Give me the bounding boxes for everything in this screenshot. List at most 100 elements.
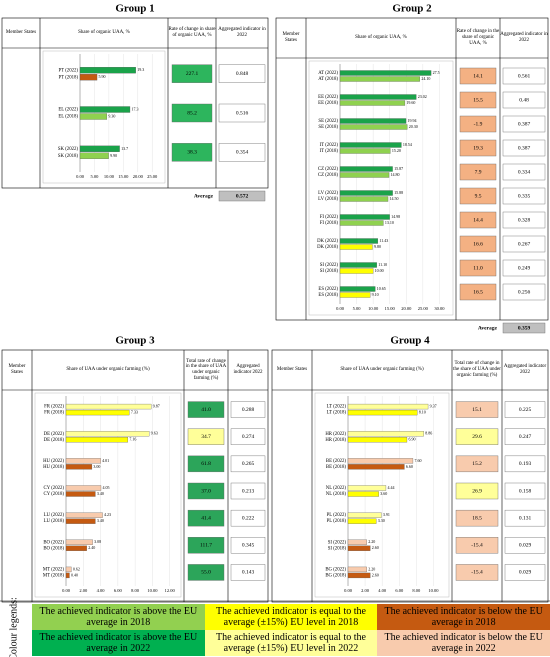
column-header-box: Member States: [9, 364, 26, 375]
rate-cell: [455, 401, 499, 418]
column-header: Share of organic UAA, %: [78, 30, 130, 36]
bar-label: DK (2022): [317, 239, 338, 244]
rate-value: 11.0: [473, 265, 483, 271]
legend-cell-box: The achieved indicator is below the EU a…: [377, 604, 550, 630]
bar-label: SI (2022): [320, 263, 339, 268]
bar-label: NL (2022): [326, 486, 347, 491]
bar: [79, 145, 120, 152]
x-tick-label: 0.00: [336, 306, 345, 311]
table-frame: [1, 349, 269, 603]
value-label: 19.94: [408, 118, 417, 123]
bar: [65, 485, 102, 491]
bar-label: SK (2022): [58, 147, 79, 152]
bar: [347, 437, 408, 443]
bar-label: LT (2018): [327, 411, 347, 416]
indicator-value: 0.225: [519, 407, 532, 413]
value-label: 11.10: [378, 262, 387, 267]
column-header-box: Rate of change in the share of organic U…: [457, 29, 499, 46]
bar: [65, 431, 150, 437]
bar: [79, 106, 131, 113]
value-label: 20.30: [409, 124, 418, 129]
indicator-cell: [502, 187, 546, 205]
bar: [65, 403, 152, 410]
rate-value: 61.8: [201, 461, 211, 467]
bar-label: CY (2022): [44, 486, 65, 491]
bar: [339, 244, 373, 250]
bar-label: MT (2018): [43, 574, 64, 579]
bar-label: EE (2022): [318, 95, 338, 100]
bar-label: BO (2022): [43, 540, 64, 545]
bar: [347, 458, 414, 464]
x-tick-label: 0.00: [344, 588, 353, 593]
rate-cell: [455, 482, 499, 500]
indicator-value: 0.354: [236, 150, 249, 156]
value-label: 3.91: [383, 512, 390, 517]
x-tick-label: 5.00: [353, 306, 362, 311]
indicator-value: 0.328: [518, 217, 531, 223]
bar: [347, 464, 405, 470]
indicator-cell: [504, 401, 546, 418]
legend-cell: The achieved indicator is equal to the a…: [204, 630, 378, 656]
bar: [79, 67, 136, 74]
bar-label: ES (2018): [318, 293, 338, 298]
legend-cell: The achieved indicator is above the EU a…: [32, 630, 205, 656]
group-title: Group 1: [115, 3, 154, 15]
column-header-box: Share of UAA under organic farming (%): [340, 367, 423, 372]
bar: [347, 539, 367, 545]
x-tick-label: 15.00: [118, 174, 129, 179]
value-label: 15.20: [392, 148, 401, 153]
indicator-value: 0.561: [518, 73, 531, 79]
value-label: 2.20: [368, 566, 375, 571]
column-header: Member States: [5, 30, 37, 36]
legend-cell-box: The achieved indicator is equal to the a…: [204, 630, 378, 656]
value-label: 3.40: [97, 491, 104, 496]
indicator-cell: [504, 455, 546, 473]
indicator-cell: [504, 509, 546, 527]
rate-value: 18.5: [472, 515, 482, 521]
rate-value: 29.6: [472, 434, 482, 440]
bar-label: SK (2018): [58, 154, 79, 159]
x-tick-label: 0.00: [62, 588, 71, 593]
x-tick-label: 8.00: [412, 588, 421, 593]
bar: [339, 220, 384, 226]
column-header-box: Total rate of change in the share of UAA…: [185, 358, 227, 381]
column-header: Share of UAA under organic farming (%): [66, 367, 150, 373]
x-tick-label: 0.00: [76, 174, 85, 179]
rate-cell: [455, 509, 499, 527]
x-tick-label: 10.00: [368, 306, 379, 311]
bar: [65, 437, 129, 443]
bar: [339, 292, 371, 298]
bar-label: ES (2022): [318, 287, 338, 292]
column-header-box: Total rate of change in the share of UAA…: [453, 361, 501, 378]
column-header-box: Aggregated indicator 2022: [233, 364, 262, 375]
rate-cell: [459, 283, 497, 301]
bar: [347, 518, 377, 524]
bar-label: FI (2022): [320, 215, 339, 220]
indicator-cell: [502, 91, 546, 109]
column-header-box: Member States: [283, 32, 300, 43]
average-cell: [502, 322, 546, 334]
bar: [339, 238, 379, 244]
indicator-value: 0.48: [519, 97, 529, 103]
indicator-cell: [230, 401, 266, 418]
indicator-cell: [502, 139, 546, 157]
column-header: Total rate of change in the share of UAA…: [185, 358, 227, 381]
indicator-cell: [504, 428, 546, 445]
plot-frame: [308, 60, 454, 316]
legend-cell: The achieved indicator is above the EU a…: [32, 604, 205, 630]
bar: [65, 464, 93, 470]
value-label: 17.3: [131, 106, 138, 111]
bar: [339, 100, 406, 106]
rate-cell: [187, 564, 225, 581]
bar-label: NL (2018): [326, 492, 347, 497]
rate-cell: [171, 64, 213, 83]
rate-cell: [187, 509, 225, 527]
indicator-value: 0.288: [242, 407, 255, 413]
bar-label: SE (2018): [318, 125, 338, 130]
value-label: 19.60: [406, 100, 415, 105]
value-label: 3.08: [94, 539, 101, 544]
column-header-box: Member States: [5, 30, 37, 36]
indicator-value: 0.848: [236, 71, 249, 77]
rate-value: -15.4: [471, 543, 483, 549]
